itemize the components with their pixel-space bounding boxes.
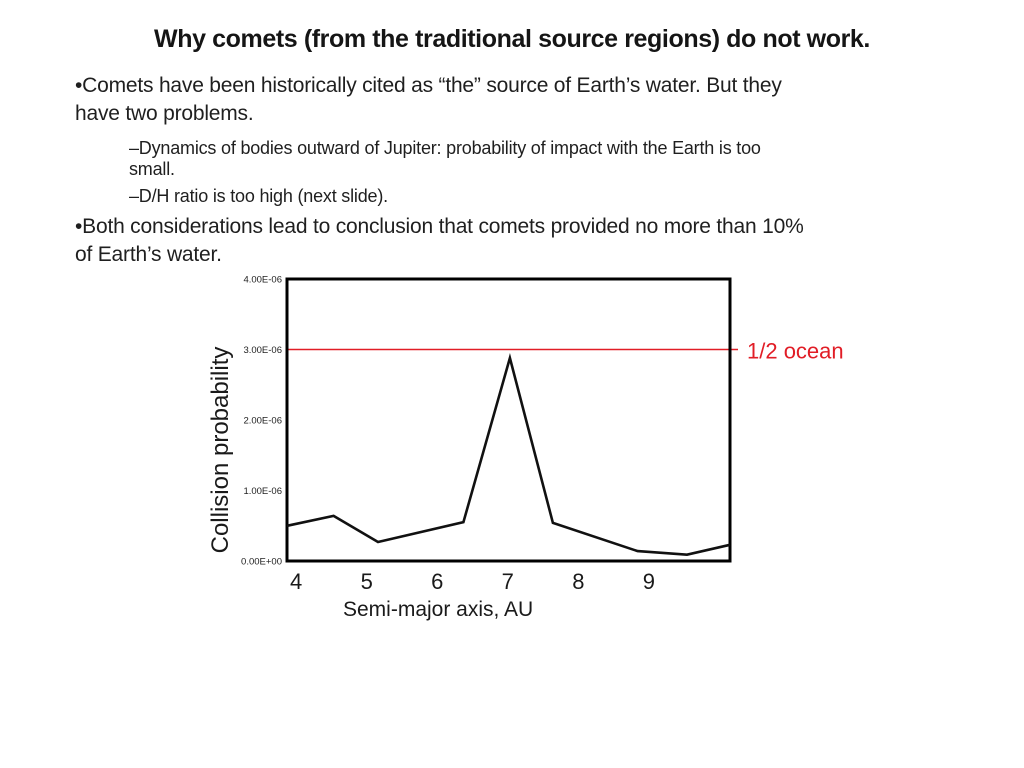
x-tick-label: 6 <box>431 569 443 594</box>
x-tick-label: 9 <box>643 569 655 594</box>
bullet-line: –Dynamics of bodies outward of Jupiter: … <box>129 138 761 158</box>
slide-title: Why comets (from the traditional source … <box>154 25 870 53</box>
bullet-comets-history: •Comets have been historically cited as … <box>75 72 782 128</box>
y-tick-label: 1.00E-06 <box>243 486 282 497</box>
x-tick-label: 4 <box>290 569 302 594</box>
half-ocean-label: 1/2 ocean <box>747 339 844 364</box>
bullet-line: have two problems. <box>75 102 254 125</box>
subbullet-dynamics: –Dynamics of bodies outward of Jupiter: … <box>129 138 761 180</box>
bullet-line: small. <box>129 159 175 179</box>
y-tick-label: 2.00E-06 <box>243 416 282 427</box>
bullet-line: of Earth’s water. <box>75 243 222 266</box>
plot-border <box>285 277 732 563</box>
x-tick-label: 8 <box>572 569 584 594</box>
y-axis-title: Collision probability <box>207 347 234 554</box>
y-tick-label: 3.00E-06 <box>243 345 282 356</box>
bullet-line: –D/H ratio is too high (next slide). <box>129 186 388 206</box>
y-tick-label: 0.00E+00 <box>241 557 282 568</box>
data-line <box>286 353 731 557</box>
bullet-line: •Comets have been historically cited as … <box>75 74 782 97</box>
bullet-conclusion: •Both considerations lead to conclusion … <box>75 213 804 269</box>
subbullet-dh-ratio: –D/H ratio is too high (next slide). <box>129 186 388 207</box>
bullet-line: •Both considerations lead to conclusion … <box>75 215 804 238</box>
x-axis-title: Semi-major axis, AU <box>343 598 533 621</box>
collision-probability-chart: 1/2 ocean 0.00E+00 1.00E-06 2.00E-06 3.00E-0… <box>207 275 844 622</box>
y-tick-label: 4.00E-06 <box>243 275 282 286</box>
x-tick-label: 7 <box>502 569 514 594</box>
x-tick-label: 5 <box>361 569 373 594</box>
